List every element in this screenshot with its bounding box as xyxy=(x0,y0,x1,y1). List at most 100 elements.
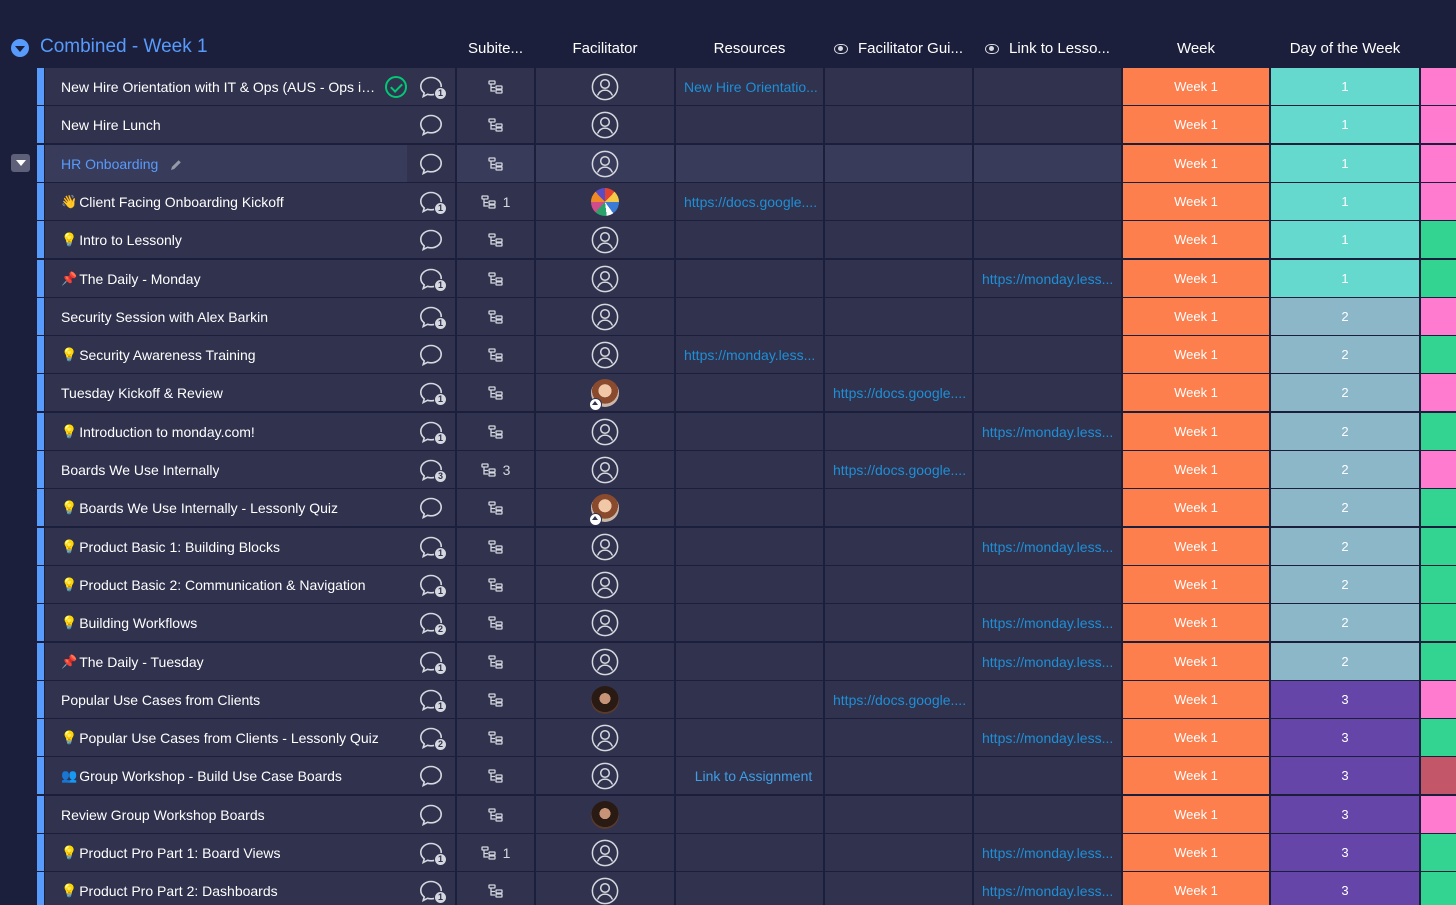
resources-cell[interactable] xyxy=(676,451,823,488)
lesson-link-cell[interactable] xyxy=(974,374,1121,411)
day-status-cell[interactable]: 2 xyxy=(1271,451,1419,488)
facilitator-guide-cell[interactable] xyxy=(825,604,972,641)
lesson-link[interactable]: https://monday.less... xyxy=(982,270,1114,287)
table-row[interactable]: 💡 Product Basic 1: Building Blocks 1 https:… xyxy=(0,528,1456,566)
lesson-link-cell[interactable] xyxy=(974,451,1121,488)
updates-cell[interactable]: 2 xyxy=(407,604,455,641)
facilitator-cell[interactable] xyxy=(536,260,674,297)
facilitator-guide-cell[interactable] xyxy=(825,145,972,182)
item-name-cell[interactable]: Security Session with Alex Barkin xyxy=(45,298,407,335)
week-status-cell[interactable]: Week 1 xyxy=(1123,221,1269,258)
facilitator-cell[interactable] xyxy=(536,528,674,565)
column-header-day-of-week[interactable]: Day of the Week xyxy=(1289,40,1401,57)
lesson-link[interactable]: https://monday.less... xyxy=(982,538,1114,555)
lesson-link-cell[interactable] xyxy=(974,681,1121,718)
subitems-cell[interactable] xyxy=(457,796,534,833)
status-cell[interactable] xyxy=(1421,643,1456,680)
resources-cell[interactable] xyxy=(676,145,823,182)
week-status-cell[interactable]: Week 1 xyxy=(1123,681,1269,718)
resources-link[interactable]: https://monday.less... xyxy=(684,346,816,363)
day-status-cell[interactable]: 3 xyxy=(1271,681,1419,718)
resources-link[interactable]: Link to Assignment xyxy=(694,767,813,784)
lesson-link-cell[interactable]: https://monday.less... xyxy=(974,719,1121,756)
facilitator-guide-cell[interactable] xyxy=(825,336,972,373)
day-status-cell[interactable]: 2 xyxy=(1271,528,1419,565)
updates-cell[interactable]: 1 xyxy=(407,681,455,718)
subitems-cell[interactable] xyxy=(457,604,534,641)
status-cell[interactable] xyxy=(1421,68,1456,105)
resources-cell[interactable]: Link to Assignment xyxy=(676,757,823,794)
facilitator-guide-cell[interactable] xyxy=(825,68,972,105)
week-status-cell[interactable]: Week 1 xyxy=(1123,145,1269,182)
lesson-link-cell[interactable]: https://monday.less... xyxy=(974,872,1121,905)
check-circle-icon[interactable] xyxy=(385,75,407,98)
subitems-cell[interactable] xyxy=(457,872,534,905)
updates-cell[interactable] xyxy=(407,106,455,143)
updates-cell[interactable]: 1 xyxy=(407,68,455,105)
lesson-link-cell[interactable]: https://monday.less... xyxy=(974,643,1121,680)
status-cell[interactable] xyxy=(1421,681,1456,718)
status-cell[interactable] xyxy=(1421,757,1456,794)
item-name-cell[interactable]: Review Group Workshop Boards xyxy=(45,796,407,833)
lesson-link-cell[interactable] xyxy=(974,796,1121,833)
resources-cell[interactable]: New Hire Orientatio... xyxy=(676,68,823,105)
column-header-resources[interactable]: Resources xyxy=(713,40,786,57)
item-name-cell[interactable]: 💡 Boards We Use Internally - Lessonly Qui… xyxy=(45,489,407,526)
subitems-cell[interactable] xyxy=(457,260,534,297)
resources-cell[interactable] xyxy=(676,719,823,756)
updates-cell[interactable]: 1 xyxy=(407,298,455,335)
subitems-cell[interactable] xyxy=(457,413,534,450)
resources-cell[interactable] xyxy=(676,106,823,143)
item-name-cell[interactable]: 💡 Introduction to monday.com! xyxy=(45,413,407,450)
table-row[interactable]: 💡 Popular Use Cases from Clients - Lesson… xyxy=(0,719,1456,757)
lesson-link-cell[interactable] xyxy=(974,221,1121,258)
week-status-cell[interactable]: Week 1 xyxy=(1123,643,1269,680)
subitems-cell[interactable] xyxy=(457,566,534,603)
week-status-cell[interactable]: Week 1 xyxy=(1123,260,1269,297)
resources-link[interactable]: https://docs.google.... xyxy=(684,193,818,210)
week-status-cell[interactable]: Week 1 xyxy=(1123,106,1269,143)
resources-cell[interactable] xyxy=(676,566,823,603)
updates-cell[interactable]: 1 xyxy=(407,566,455,603)
facilitator-guide-cell[interactable] xyxy=(825,106,972,143)
facilitator-cell[interactable] xyxy=(536,872,674,905)
resources-cell[interactable] xyxy=(676,298,823,335)
item-name-cell[interactable]: Popular Use Cases from Clients xyxy=(45,681,407,718)
lesson-link[interactable]: https://monday.less... xyxy=(982,423,1114,440)
resources-cell[interactable] xyxy=(676,834,823,871)
lesson-link-cell[interactable] xyxy=(974,106,1121,143)
table-row[interactable]: 💡 Boards We Use Internally - Lessonly Qui… xyxy=(0,489,1456,527)
facilitator-guide-cell[interactable]: https://docs.google.... xyxy=(825,374,972,411)
day-status-cell[interactable]: 3 xyxy=(1271,834,1419,871)
lesson-link[interactable]: https://monday.less... xyxy=(982,653,1114,670)
status-cell[interactable] xyxy=(1421,260,1456,297)
facilitator-guide-cell[interactable]: https://docs.google.... xyxy=(825,451,972,488)
week-status-cell[interactable]: Week 1 xyxy=(1123,183,1269,220)
day-status-cell[interactable]: 1 xyxy=(1271,106,1419,143)
resources-cell[interactable] xyxy=(676,643,823,680)
lesson-link-cell[interactable] xyxy=(974,298,1121,335)
status-cell[interactable] xyxy=(1421,796,1456,833)
week-status-cell[interactable]: Week 1 xyxy=(1123,528,1269,565)
status-cell[interactable] xyxy=(1421,106,1456,143)
subitems-cell[interactable] xyxy=(457,643,534,680)
status-cell[interactable] xyxy=(1421,183,1456,220)
updates-cell[interactable] xyxy=(407,221,455,258)
subitems-cell[interactable] xyxy=(457,681,534,718)
lesson-link[interactable]: https://monday.less... xyxy=(982,882,1114,899)
status-cell[interactable] xyxy=(1421,336,1456,373)
day-status-cell[interactable]: 2 xyxy=(1271,336,1419,373)
facilitator-guide-cell[interactable]: https://docs.google.... xyxy=(825,681,972,718)
day-status-cell[interactable]: 1 xyxy=(1271,183,1419,220)
updates-cell[interactable]: 1 xyxy=(407,643,455,680)
resources-cell[interactable] xyxy=(676,260,823,297)
lesson-link-cell[interactable]: https://monday.less... xyxy=(974,604,1121,641)
facilitator-cell[interactable] xyxy=(536,413,674,450)
updates-cell[interactable] xyxy=(407,145,455,182)
resources-cell[interactable]: https://monday.less... xyxy=(676,336,823,373)
facilitator-guide-cell[interactable] xyxy=(825,566,972,603)
item-name-cell[interactable]: 💡 Product Basic 2: Communication & Naviga… xyxy=(45,566,407,603)
status-cell[interactable] xyxy=(1421,834,1456,871)
subitems-cell[interactable] xyxy=(457,528,534,565)
table-row[interactable]: 💡 Product Pro Part 1: Board Views 1 1 https:… xyxy=(0,834,1456,872)
